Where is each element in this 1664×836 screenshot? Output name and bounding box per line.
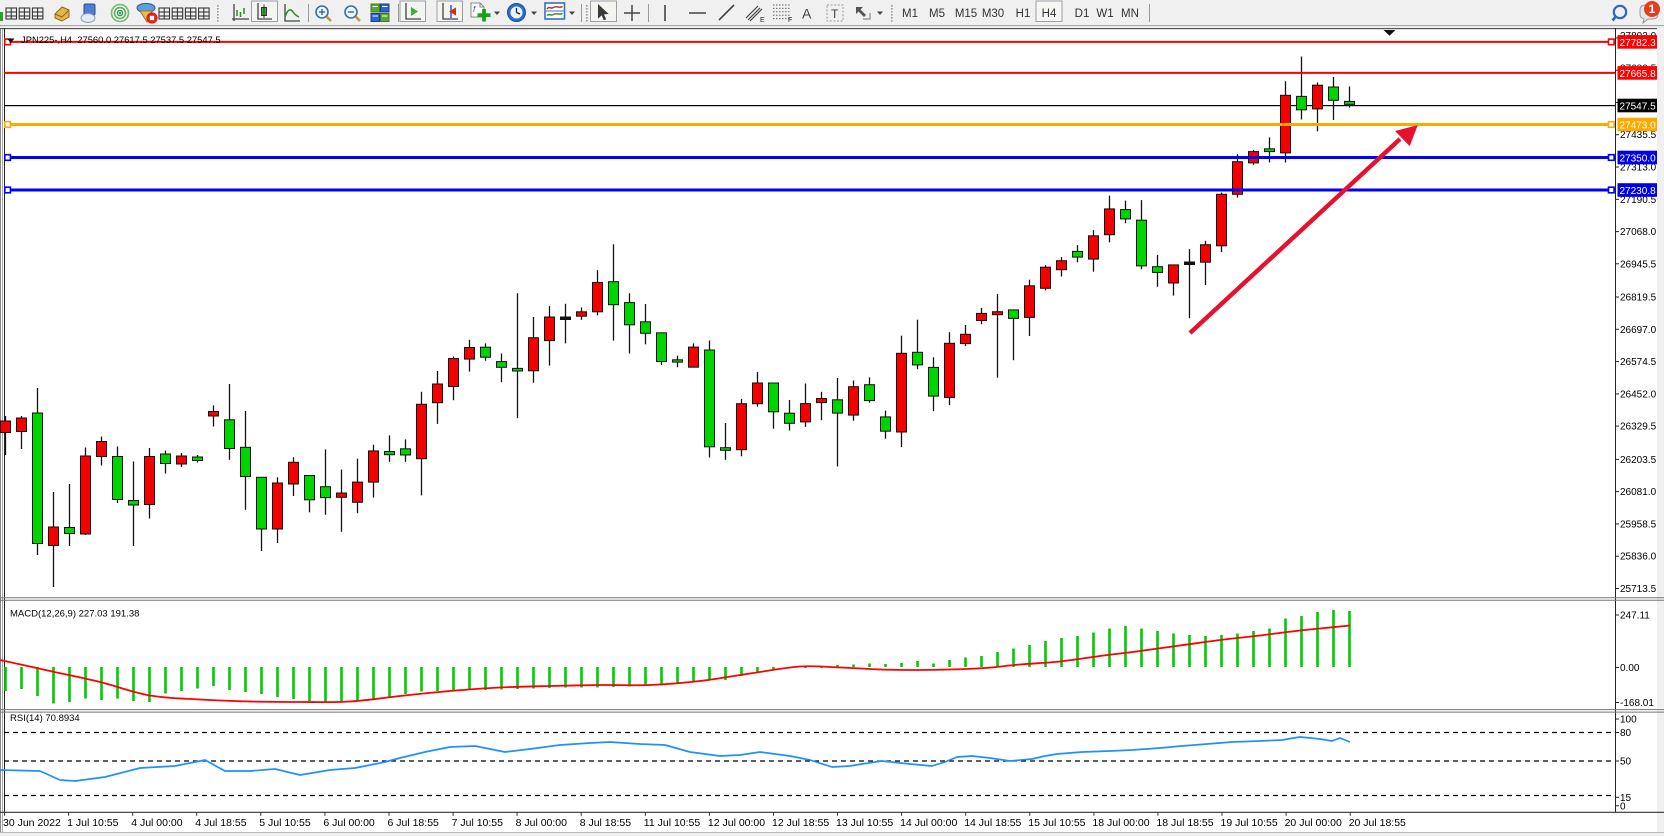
svg-text:20 Jul 18:55: 20 Jul 18:55 bbox=[1349, 817, 1406, 829]
svg-text:18 Jul 18:55: 18 Jul 18:55 bbox=[1156, 817, 1213, 829]
svg-text:15 Jul 10:55: 15 Jul 10:55 bbox=[1028, 817, 1085, 829]
svg-text:M5: M5 bbox=[929, 8, 945, 20]
svg-text:26452.0: 26452.0 bbox=[1620, 389, 1657, 400]
svg-text:0: 0 bbox=[1620, 801, 1626, 812]
svg-text:F: F bbox=[788, 17, 792, 24]
svg-text:27547.5: 27547.5 bbox=[1620, 102, 1657, 113]
svg-text:M30: M30 bbox=[982, 8, 1004, 20]
svg-text:1 Jul 10:55: 1 Jul 10:55 bbox=[67, 817, 119, 829]
svg-text:25713.5: 25713.5 bbox=[1620, 584, 1657, 595]
svg-text:27313.0: 27313.0 bbox=[1620, 163, 1657, 174]
svg-text:M15: M15 bbox=[955, 8, 977, 20]
svg-text:4 Jul 00:00: 4 Jul 00:00 bbox=[131, 817, 183, 829]
svg-text:RSI(14) 70.8934: RSI(14) 70.8934 bbox=[10, 713, 80, 724]
svg-text:18 Jul 00:00: 18 Jul 00:00 bbox=[1092, 817, 1149, 829]
svg-text:12 Jul 00:00: 12 Jul 00:00 bbox=[708, 817, 765, 829]
svg-text:100: 100 bbox=[1620, 715, 1637, 726]
svg-text:50: 50 bbox=[1620, 757, 1632, 768]
svg-text:27350.0: 27350.0 bbox=[1620, 154, 1657, 165]
svg-text:27473.0: 27473.0 bbox=[1620, 121, 1657, 132]
svg-text:H1: H1 bbox=[1016, 8, 1031, 20]
svg-text:11 Jul 10:55: 11 Jul 10:55 bbox=[644, 817, 701, 829]
svg-text:27782.3: 27782.3 bbox=[1620, 38, 1657, 49]
svg-text:12 Jul 18:55: 12 Jul 18:55 bbox=[772, 817, 829, 829]
svg-text:25836.0: 25836.0 bbox=[1620, 552, 1657, 563]
svg-text:15: 15 bbox=[1620, 793, 1632, 804]
svg-text:20 Jul 00:00: 20 Jul 00:00 bbox=[1285, 817, 1342, 829]
svg-text:H4: H4 bbox=[1042, 8, 1057, 20]
svg-text:247.11: 247.11 bbox=[1620, 611, 1650, 622]
svg-text:7 Jul 10:55: 7 Jul 10:55 bbox=[452, 817, 504, 829]
svg-text:M1: M1 bbox=[902, 8, 918, 20]
svg-text:26203.5: 26203.5 bbox=[1620, 455, 1657, 466]
svg-text:6 Jul 00:00: 6 Jul 00:00 bbox=[323, 817, 375, 829]
svg-text:30 Jun 2022: 30 Jun 2022 bbox=[3, 817, 61, 829]
svg-text:27665.8: 27665.8 bbox=[1620, 69, 1657, 80]
svg-text:5 Jul 10:55: 5 Jul 10:55 bbox=[259, 817, 311, 829]
svg-text:E: E bbox=[760, 17, 765, 24]
svg-text:25958.5: 25958.5 bbox=[1620, 519, 1657, 530]
svg-text:f: f bbox=[473, 5, 476, 14]
svg-text:14 Jul 18:55: 14 Jul 18:55 bbox=[964, 817, 1021, 829]
svg-text:13 Jul 10:55: 13 Jul 10:55 bbox=[836, 817, 893, 829]
svg-text:27068.0: 27068.0 bbox=[1620, 227, 1657, 238]
svg-text:T: T bbox=[831, 7, 839, 21]
svg-text:27435.5: 27435.5 bbox=[1620, 130, 1657, 141]
svg-text:19 Jul 10:55: 19 Jul 10:55 bbox=[1221, 817, 1278, 829]
svg-text:27190.5: 27190.5 bbox=[1620, 195, 1657, 206]
svg-text:A: A bbox=[802, 6, 812, 22]
svg-text:27230.8: 27230.8 bbox=[1620, 186, 1657, 197]
svg-text:1: 1 bbox=[1649, 2, 1656, 16]
svg-text:26081.0: 26081.0 bbox=[1620, 487, 1657, 498]
svg-text:MACD(12,26,9) 227.03 191.38: MACD(12,26,9) 227.03 191.38 bbox=[10, 609, 139, 620]
svg-text:80: 80 bbox=[1620, 728, 1632, 739]
svg-text:26574.5: 26574.5 bbox=[1620, 357, 1657, 368]
svg-text:26819.5: 26819.5 bbox=[1620, 293, 1657, 304]
svg-text:D1: D1 bbox=[1075, 8, 1090, 20]
svg-text:26697.0: 26697.0 bbox=[1620, 325, 1657, 336]
svg-text:6 Jul 18:55: 6 Jul 18:55 bbox=[388, 817, 440, 829]
svg-text:14 Jul 00:00: 14 Jul 00:00 bbox=[900, 817, 957, 829]
svg-text:4 Jul 18:55: 4 Jul 18:55 bbox=[195, 817, 247, 829]
svg-text:MN: MN bbox=[1121, 8, 1139, 20]
svg-text:0.00: 0.00 bbox=[1620, 663, 1640, 674]
svg-text:8 Jul 18:55: 8 Jul 18:55 bbox=[580, 817, 632, 829]
svg-text:W1: W1 bbox=[1096, 8, 1113, 20]
svg-text:JPN225-,H4 27560.0 27617.5 27: JPN225-,H4 27560.0 27617.5 27537.5 27547… bbox=[21, 34, 221, 45]
svg-text:26945.5: 26945.5 bbox=[1620, 259, 1657, 270]
svg-text:26329.5: 26329.5 bbox=[1620, 422, 1657, 433]
svg-text:-168.01: -168.01 bbox=[1620, 698, 1654, 709]
svg-text:8 Jul 00:00: 8 Jul 00:00 bbox=[516, 817, 568, 829]
